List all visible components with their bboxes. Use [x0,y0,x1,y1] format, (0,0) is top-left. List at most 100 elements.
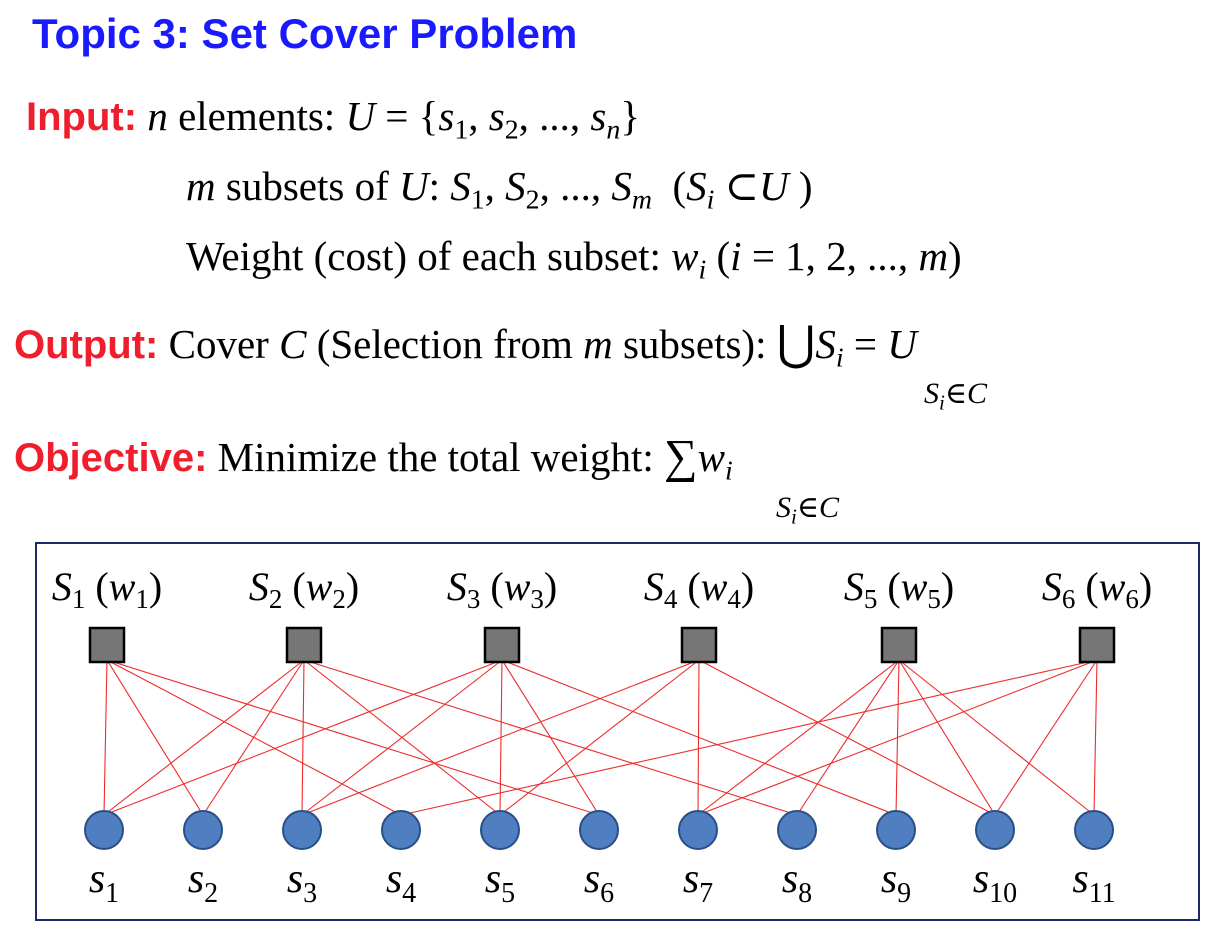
sum-symbol: ∑ [664,431,698,483]
equals-u: = U [843,321,917,368]
output-union-index: Si∈C [924,377,988,415]
colon: : [428,163,451,209]
element-node-8 [777,810,817,850]
edge-s4-e3 [301,659,700,816]
element-s2-var: s [488,93,505,139]
subset-node-1 [88,626,126,664]
sub-1: 1 [454,114,469,146]
element-label-1: s1 [89,856,119,909]
subset-label-3: S3 (w3) [447,564,557,614]
element-s1-var: s [438,93,455,139]
element-label-4: s4 [386,856,416,909]
weight-text: Weight (cost) of each subset: [186,233,672,279]
element-label-5: s5 [485,856,515,909]
input-label: Input: [26,95,138,139]
edge-s2-e2 [202,659,305,816]
subsets-text: subsets of [215,163,399,209]
edge-s3-e1 [103,659,503,816]
element-node-2 [183,810,223,850]
objective-sum-index: Si∈C [776,491,840,529]
objective-line: Objective: Minimize the total weight: ∑w… [14,430,733,485]
subset-node-3 [483,626,521,664]
output-line: Output: Cover C (Selection from m subset… [14,316,917,374]
element-label-3: s3 [287,856,317,909]
edge-s6-e11 [1093,659,1098,816]
output-label: Output: [14,323,159,368]
subset-node-6 [1078,626,1116,664]
element-node-1 [84,810,124,850]
sub-n: n [606,114,621,146]
edge-s4-e10 [698,659,996,816]
element-node-3 [282,810,322,850]
w-var: w [671,233,699,279]
m-var: m [583,321,613,368]
element-node-7 [678,810,718,850]
edge-s3-e3 [301,659,503,816]
subset-node-2 [285,626,323,664]
element-sn-var: s [590,93,607,139]
ellipsis: , ..., [518,93,591,139]
input-line-2: m subsets of U: S1, S2, ..., Sm (Si ⊂U ) [186,163,813,216]
element-label-2: s2 [188,856,218,909]
edge-s5-e7 [697,659,900,816]
edge-s5-e10 [898,659,996,816]
w-sub-i: i [698,254,707,286]
subset-label-4: S4 (w4) [644,564,754,614]
page-title: Topic 3: Set Cover Problem [32,10,578,57]
element-label-9: s9 [881,856,911,909]
w-var: w [697,434,725,481]
subset-node-4 [680,626,718,664]
output-text-1: Cover [158,321,280,368]
element-node-4 [381,810,421,850]
edge-s4-e7 [697,659,700,816]
subset-label-2: S2 (w2) [249,564,359,614]
edge-s1-e6 [106,659,600,816]
objective-label: Objective: [14,436,208,481]
input-line-3: Weight (cost) of each subset: wi (i = 1,… [186,233,962,286]
edge-s3-e6 [501,659,600,816]
edge-s5-e11 [898,659,1095,816]
union-symbol: ⋃ [776,318,816,370]
edge-s6-e4 [400,659,1098,816]
comma-1: , [468,93,489,139]
element-label-7: s7 [683,856,713,909]
edge-s5-e8 [796,659,900,816]
objective-text: Minimize the total weight: [207,434,665,481]
element-node-11 [1074,810,1114,850]
c-var: C [279,321,307,368]
edge-s6-e10 [994,659,1098,816]
elements-text: elements: [167,93,346,139]
output-text-2: (Selection from [306,321,584,368]
subset-label-1: S1 (w1) [52,564,162,614]
element-node-6 [579,810,619,850]
u-var: U [345,93,376,139]
edge-s1-e2 [106,659,204,816]
edges-group [103,659,1098,816]
input-line-1: Input: n elements: U = {s1, s2, ..., sn} [26,92,641,144]
output-text-3: subsets): [612,321,777,368]
s-sub-i: i [835,342,844,374]
sub-2: 2 [504,114,519,146]
element-label-11: s11 [1072,856,1115,909]
subset-label-6: S6 (w6) [1042,564,1152,614]
s-var: S [815,321,836,368]
subset-nodes-group: S1 (w1) S2 (w2) S3 (w3) S4 (w4) S5 (w5) S6 (w… [52,564,1152,664]
edge-s6-e7 [697,659,1098,816]
element-label-10: s10 [973,856,1017,909]
m-var: m [186,163,216,209]
subset-label-5: S5 (w5) [844,564,954,614]
element-label-8: s8 [782,856,812,909]
edge-s2-e1 [103,659,305,816]
equals-brace: = { [375,93,439,139]
close-brace: } [620,93,641,139]
n-var: n [147,93,168,139]
edge-s1-e1 [103,659,108,816]
element-label-6: s6 [584,856,614,909]
element-nodes-group: s1 s2 s3 s4 s5 s6 s7 s8 s9 s10 s11 [84,810,1116,909]
diagram-frame [35,542,1200,921]
element-node-10 [975,810,1015,850]
element-node-5 [480,810,520,850]
subset-node-5 [880,626,918,664]
edge-s4-e5 [499,659,700,816]
